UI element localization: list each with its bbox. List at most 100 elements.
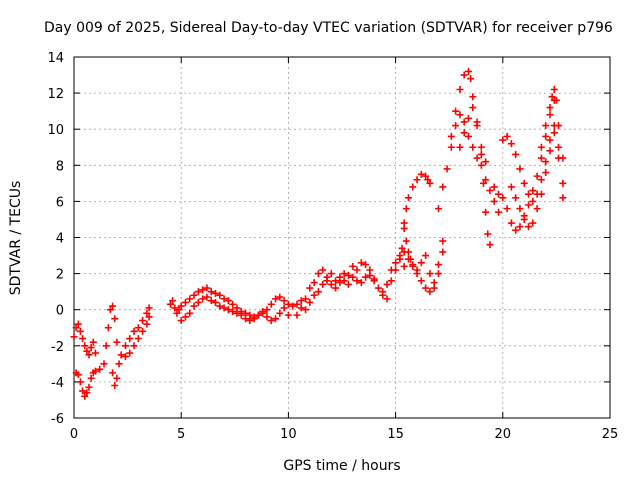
data-point: [190, 291, 198, 299]
data-point: [460, 118, 468, 126]
data-point: [224, 306, 232, 314]
data-point: [550, 122, 558, 130]
data-point: [297, 304, 305, 312]
data-point: [254, 311, 262, 319]
data-point: [117, 351, 125, 359]
data-point: [525, 223, 533, 231]
data-point: [469, 93, 477, 101]
data-point: [171, 304, 179, 312]
data-point: [276, 293, 284, 301]
data-point: [293, 300, 301, 308]
series-seg-l: [398, 170, 434, 252]
data-point: [552, 96, 560, 104]
data-point: [224, 297, 232, 305]
data-point: [177, 302, 185, 310]
data-point: [529, 219, 537, 227]
data-point: [203, 293, 211, 301]
data-point: [434, 205, 442, 213]
data-point: [537, 190, 545, 198]
data-point: [422, 172, 430, 180]
data-point: [456, 143, 464, 151]
data-point: [190, 302, 198, 310]
data-point: [186, 295, 194, 303]
data-point: [181, 298, 189, 306]
y-tick-label: 14: [47, 51, 64, 66]
data-point: [495, 190, 503, 198]
data-point: [456, 111, 464, 119]
data-point: [555, 154, 563, 162]
data-point: [482, 208, 490, 216]
data-point: [83, 347, 91, 355]
data-point: [145, 304, 153, 312]
data-point: [469, 143, 477, 151]
data-point: [533, 172, 541, 180]
data-point: [194, 298, 202, 306]
data-point: [302, 306, 310, 314]
series-seg-m: [434, 111, 503, 213]
data-point: [452, 122, 460, 130]
data-point: [422, 284, 430, 292]
data-point: [486, 241, 494, 249]
data-point: [83, 389, 91, 397]
data-point: [439, 248, 447, 256]
data-point: [507, 140, 515, 148]
series-seg-r: [507, 129, 567, 231]
data-point: [220, 295, 228, 303]
data-point: [336, 279, 344, 287]
data-point: [537, 143, 545, 151]
data-point: [72, 324, 80, 332]
data-point: [81, 342, 89, 350]
series-seg-h: [293, 252, 408, 319]
series-seg-g: [177, 293, 292, 325]
data-point: [503, 132, 511, 140]
x-tick-label: 15: [387, 427, 404, 442]
series-seg-e: [121, 313, 153, 361]
data-point: [306, 284, 314, 292]
data-point: [109, 302, 117, 310]
data-point: [166, 300, 174, 308]
data-point: [100, 360, 108, 368]
data-point: [469, 104, 477, 112]
data-point: [426, 270, 434, 278]
data-point: [512, 194, 520, 202]
data-point: [392, 266, 400, 274]
data-point: [263, 313, 271, 321]
x-tick-label: 10: [280, 427, 297, 442]
data-point: [473, 118, 481, 126]
data-point: [199, 286, 207, 294]
data-point: [362, 261, 370, 269]
series-seg-n: [447, 67, 490, 166]
data-point: [212, 298, 220, 306]
data-point: [280, 297, 288, 305]
data-point: [447, 132, 455, 140]
data-point: [267, 317, 275, 325]
data-point: [349, 262, 357, 270]
data-point: [194, 288, 202, 296]
data-point: [464, 132, 472, 140]
data-point: [113, 338, 121, 346]
y-tick-label: 12: [47, 87, 64, 102]
data-point: [467, 75, 475, 83]
data-point: [109, 369, 117, 377]
data-point: [70, 333, 78, 341]
y-tick-label: 6: [56, 195, 64, 210]
data-point: [126, 335, 134, 343]
data-point: [113, 374, 121, 382]
y-tick-label: -2: [51, 340, 64, 355]
x-tick-label: 25: [602, 427, 619, 442]
data-point: [134, 324, 142, 332]
data-point: [398, 244, 406, 252]
data-point: [139, 317, 147, 325]
data-point: [417, 277, 425, 285]
data-point: [85, 351, 93, 359]
data-point: [173, 309, 181, 317]
data-point: [490, 183, 498, 191]
data-point: [460, 129, 468, 137]
data-point: [357, 259, 365, 267]
data-point: [212, 289, 220, 297]
data-point: [314, 288, 322, 296]
data-point: [477, 143, 485, 151]
y-tick-label: 8: [56, 159, 64, 174]
data-point: [344, 280, 352, 288]
series-seg-q: [499, 122, 567, 205]
